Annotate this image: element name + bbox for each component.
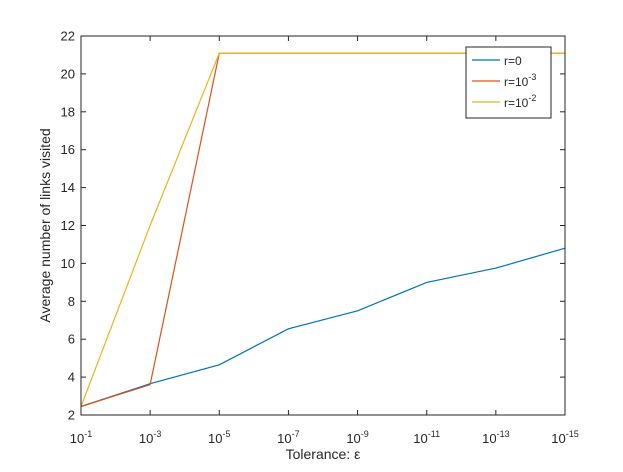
x-tick-label-1: 10-3	[139, 429, 161, 446]
legend-label-1: r=10-3	[504, 72, 536, 89]
y-axis-label: Average number of links visited	[37, 128, 53, 322]
legend-label-2: r=10-2	[504, 93, 536, 110]
x-tick-label-0-base: 10	[70, 431, 84, 446]
y-tick-label-5: 12	[61, 218, 75, 233]
x-tick-label-5: 10-11	[413, 429, 440, 446]
ticks-layer	[80, 35, 566, 416]
y-tick-label-0: 2	[68, 408, 75, 423]
x-tick-label-2-base: 10	[208, 431, 222, 446]
y-tick-label-4: 10	[61, 256, 75, 271]
legend-label-2-exp: -2	[528, 93, 536, 103]
legend-label-2-base: r=10	[504, 96, 529, 110]
legend-label-1-base: r=10	[504, 75, 529, 89]
x-axis-label: Tolerance: ε	[286, 446, 361, 462]
legend-label-0-base: r=0	[504, 54, 522, 68]
x-tick-label-5-base: 10	[413, 431, 427, 446]
x-tick-label-6-exp: -13	[497, 429, 510, 439]
y-tick-label-7: 16	[61, 142, 75, 157]
y-tick-label-1: 4	[68, 370, 75, 385]
x-tick-label-6: 10-13	[482, 429, 509, 446]
x-tick-label-4: 10-9	[346, 429, 368, 446]
y-tick-label-10: 22	[61, 29, 75, 44]
y-tick-label-3: 8	[68, 294, 75, 309]
legend-box	[465, 46, 552, 119]
legend-label-0: r=0	[504, 54, 522, 68]
x-tick-label-5-exp: -11	[428, 429, 440, 439]
x-tick-label-0: 10-1	[70, 429, 92, 446]
y-tick-label-6: 14	[61, 180, 75, 195]
x-tick-label-2-exp: -5	[223, 429, 231, 439]
y-tick-label-9: 20	[61, 66, 75, 81]
x-tick-label-4-exp: -9	[361, 429, 369, 439]
y-tick-labels: 2 4 6 8 10 12 14 16 18 20 22	[61, 29, 75, 423]
series-line-0	[80, 247, 566, 408]
x-tick-label-7-exp: -15	[566, 429, 579, 439]
legend-label-1-exp: -3	[528, 72, 536, 82]
x-tick-label-0-exp: -1	[84, 429, 92, 439]
x-tick-label-3-base: 10	[277, 431, 291, 446]
x-tick-label-6-base: 10	[482, 431, 496, 446]
x-tick-label-1-base: 10	[139, 431, 153, 446]
x-tick-label-7-base: 10	[551, 431, 565, 446]
x-tick-label-4-base: 10	[346, 431, 360, 446]
x-tick-label-3-exp: -7	[292, 429, 300, 439]
x-tick-label-2: 10-5	[208, 429, 230, 446]
legend: r=0r=10-3r=10-2	[465, 46, 552, 119]
y-tick-label-8: 18	[61, 104, 75, 119]
y-tick-label-2: 6	[68, 332, 75, 347]
x-tick-label-1-exp: -3	[153, 429, 161, 439]
x-tick-labels: 10-1 10-3 10-5 10-7 10-9 10-11 10-13 10-15	[70, 429, 579, 446]
x-tick-label-7: 10-15	[551, 429, 578, 446]
x-tick-label-3: 10-7	[277, 429, 299, 446]
